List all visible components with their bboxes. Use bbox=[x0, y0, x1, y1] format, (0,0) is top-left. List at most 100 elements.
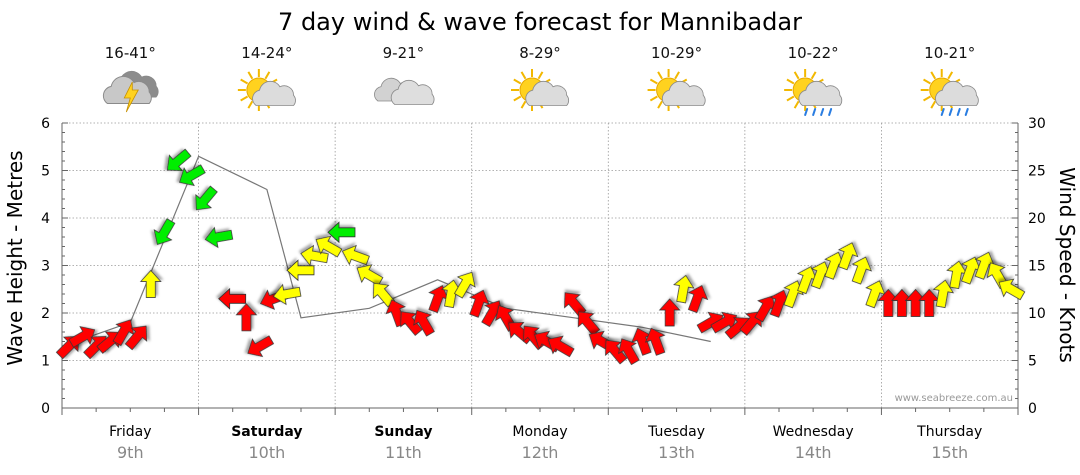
wind-arrow bbox=[272, 283, 302, 306]
wind-arrow-series bbox=[55, 148, 1026, 366]
right-tick-label: 5 bbox=[1028, 354, 1037, 370]
day-date-label: 10th bbox=[248, 443, 285, 462]
wind-arrow bbox=[327, 221, 356, 244]
day-name-label: Sunday bbox=[374, 424, 432, 440]
wind-arrow bbox=[796, 266, 818, 295]
day-name-label: Saturday bbox=[231, 424, 302, 440]
wind-arrow bbox=[837, 242, 859, 271]
chart-title: 7 day wind & wave forecast for Mannibada… bbox=[278, 8, 802, 36]
wave-height-series bbox=[61, 155, 711, 347]
wind-arrow bbox=[644, 327, 666, 356]
day-date-label: 11th bbox=[385, 443, 422, 462]
right-tick-label: 15 bbox=[1028, 259, 1046, 275]
wind-arrow bbox=[315, 235, 343, 258]
axes: 0 1 2 3 4 5 6 0 5 10 15 20 25 30 Friday 9th Saturday 10th… bbox=[41, 116, 1046, 462]
wind-arrow bbox=[139, 269, 162, 298]
left-tick-label: 5 bbox=[41, 164, 50, 180]
day-date-label: 14th bbox=[795, 443, 832, 462]
wind-arrow bbox=[372, 282, 396, 308]
partly-cloudy-icon bbox=[237, 69, 296, 111]
day-temperature: 14-24° bbox=[241, 44, 292, 62]
wind-arrow bbox=[918, 288, 941, 317]
left-tick-label: 2 bbox=[41, 306, 50, 322]
wind-arrow bbox=[547, 335, 575, 358]
wind-arrow bbox=[564, 292, 587, 317]
wind-arrow bbox=[932, 279, 955, 309]
day-date-label: 9th bbox=[117, 443, 144, 462]
day-temperature: 8-29° bbox=[519, 44, 561, 62]
day-temperature: 10-21° bbox=[924, 44, 975, 62]
wind-arrow bbox=[341, 244, 370, 266]
day-temperature: 10-29° bbox=[651, 44, 702, 62]
wind-arrow bbox=[440, 279, 463, 309]
wind-arrow bbox=[605, 339, 628, 365]
day-date-label: 13th bbox=[658, 443, 695, 462]
wind-arrow bbox=[286, 259, 315, 282]
wind-arrow bbox=[865, 280, 886, 309]
left-tick-label: 6 bbox=[41, 116, 50, 132]
day-header-row: 16-41° 14-24° 9-21° 8-29° 10-29° 10-22° 10-21° bbox=[102, 44, 979, 116]
wind-arrow bbox=[153, 218, 176, 245]
wind-arrow bbox=[356, 264, 384, 286]
day-name-label: Monday bbox=[512, 424, 567, 440]
left-tick-label: 3 bbox=[41, 259, 50, 275]
day-name-label: Wednesday bbox=[773, 424, 854, 440]
wind-arrow bbox=[124, 325, 148, 351]
wind-arrow bbox=[960, 256, 982, 285]
left-tick-label: 0 bbox=[41, 401, 50, 417]
day-temperature: 16-41° bbox=[105, 44, 156, 62]
partly-cloudy-icon bbox=[511, 69, 569, 111]
day-date-label: 15th bbox=[931, 443, 968, 462]
wind-arrow bbox=[946, 260, 968, 290]
wind-arrow bbox=[673, 274, 695, 304]
right-tick-label: 30 bbox=[1028, 116, 1046, 132]
right-axis-label: Wind Speed - Knots bbox=[1055, 167, 1079, 363]
credit-text: www.seabreeze.com.au bbox=[895, 393, 1013, 404]
grid bbox=[62, 122, 1018, 408]
cloudy-icon bbox=[374, 77, 435, 105]
wind-arrow bbox=[658, 298, 681, 327]
right-tick-label: 10 bbox=[1028, 306, 1046, 322]
wind-arrow bbox=[618, 338, 640, 366]
day-date-label: 12th bbox=[522, 443, 559, 462]
shower-icon bbox=[784, 69, 843, 116]
wind-arrow bbox=[400, 311, 423, 336]
right-tick-label: 25 bbox=[1028, 164, 1046, 180]
wind-arrow bbox=[300, 244, 329, 267]
wind-arrow bbox=[577, 311, 601, 336]
wind-arrow bbox=[453, 271, 476, 299]
wind-arrow bbox=[631, 327, 652, 356]
wave-height-line bbox=[61, 155, 711, 347]
wind-arrow bbox=[195, 185, 218, 211]
wind-arrow bbox=[179, 164, 206, 187]
day-temperature: 9-21° bbox=[383, 44, 425, 62]
wind-arrow bbox=[166, 148, 192, 172]
wind-arrow bbox=[851, 256, 873, 285]
left-tick-label: 1 bbox=[41, 354, 50, 370]
day-name-label: Thursday bbox=[916, 424, 982, 440]
right-tick-label: 20 bbox=[1028, 211, 1046, 227]
wind-arrow bbox=[974, 251, 996, 280]
shower-icon bbox=[920, 69, 979, 116]
left-axis-label: Wave Height - Metres bbox=[3, 150, 27, 365]
left-tick-label: 4 bbox=[41, 211, 50, 227]
wind-arrow bbox=[218, 287, 247, 310]
day-temperature: 10-22° bbox=[788, 44, 839, 62]
wind-arrow bbox=[710, 311, 738, 334]
wind-arrow bbox=[687, 285, 709, 314]
wind-arrow bbox=[904, 288, 927, 317]
thunderstorm-icon bbox=[102, 70, 159, 113]
day-name-label: Friday bbox=[109, 424, 151, 440]
wind-arrow bbox=[469, 289, 490, 318]
partly-cloudy-icon bbox=[647, 69, 706, 111]
wind-arrow bbox=[877, 288, 900, 317]
wind-arrow bbox=[247, 335, 275, 358]
wind-arrow bbox=[112, 319, 135, 347]
day-name-label: Tuesday bbox=[647, 424, 705, 440]
wind-arrow bbox=[413, 309, 435, 337]
wind-arrow bbox=[204, 226, 234, 249]
wind-arrow bbox=[998, 278, 1026, 301]
wind-arrow bbox=[428, 285, 449, 314]
wind-arrow bbox=[890, 288, 913, 317]
